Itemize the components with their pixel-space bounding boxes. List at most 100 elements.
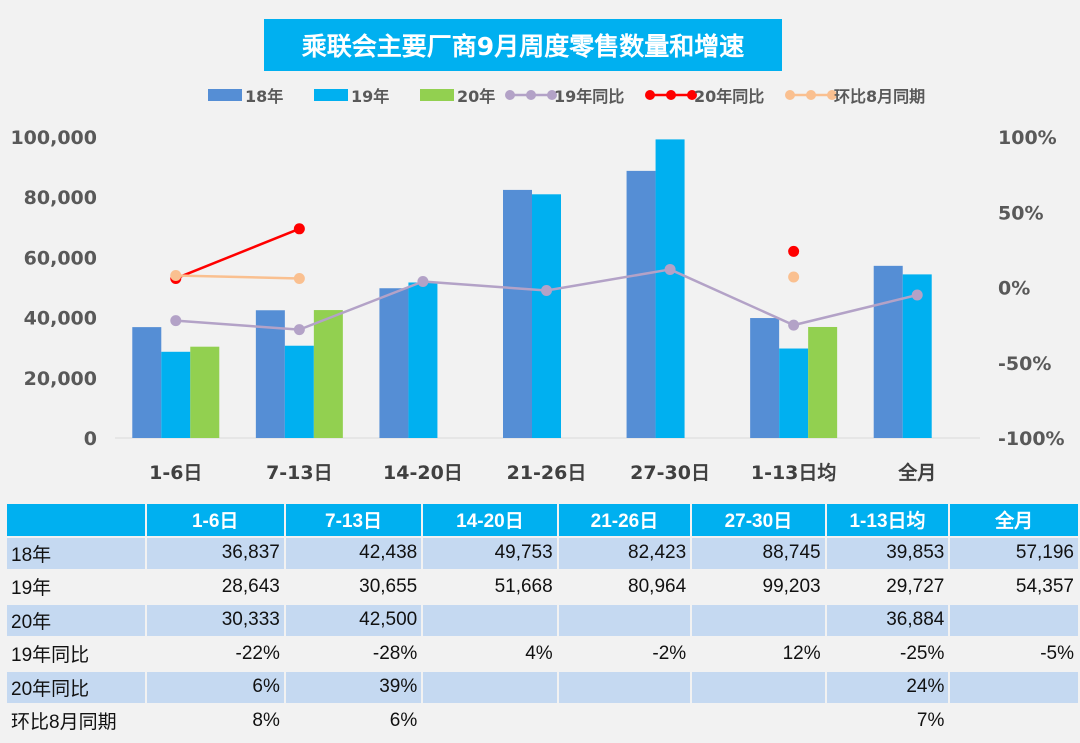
point-环比8月同期: [170, 269, 182, 281]
legend-marker: [645, 90, 655, 100]
table-cell: [950, 604, 1078, 636]
bar-19年: [161, 351, 191, 438]
point-19年同比: [293, 324, 305, 336]
table-cell: -2%: [558, 638, 691, 670]
column-header: 14-20日: [423, 504, 557, 536]
table-row: 19年同比 -22% -28% 4% -2% 12% -25% -5%: [7, 638, 1078, 670]
y-left-tick-label: 40,000: [24, 308, 97, 330]
x-tick-label: 1-13日均: [751, 461, 837, 484]
table-cell: 57,196: [950, 537, 1078, 569]
row-label: 20年: [7, 604, 145, 636]
table-cell: [558, 705, 691, 737]
table-cell: -22%: [146, 638, 284, 670]
row-label: 19年: [7, 571, 145, 603]
x-tick-label: 全月: [897, 461, 936, 484]
table-cell: 42,500: [285, 604, 422, 636]
y-left-tick-label: 0: [84, 428, 97, 450]
x-tick-label: 27-30日: [630, 462, 710, 484]
bar-19年: [902, 274, 932, 438]
data-table: 1-6日 7-13日 14-20日 21-26日 27-30日 1-13日均 全月 18年 36…: [5, 502, 1080, 739]
line-segment-19年同比: [669, 268, 795, 327]
bar-18年: [379, 288, 409, 438]
table-cell: 8%: [146, 705, 284, 737]
table-row: 20年同比 6% 39% 24%: [7, 671, 1078, 703]
x-tick-label: 7-13日: [266, 462, 333, 484]
row-label: 环比8月同期: [7, 705, 145, 737]
bar-19年: [408, 282, 438, 438]
y-left-tick-label: 80,000: [24, 187, 97, 209]
column-header: [7, 504, 145, 536]
x-tick-label: 21-26日: [507, 462, 587, 484]
line-segment-环比8月同期: [175, 274, 300, 280]
point-19年同比: [417, 275, 429, 287]
column-header: 27-30日: [692, 504, 825, 536]
table-row: 环比8月同期 8% 6% 7%: [7, 705, 1078, 737]
point-19年同比: [664, 263, 676, 275]
chart-title: 乘联会主要厂商9月周度零售数量和增速: [264, 19, 782, 71]
table-cell: 6%: [146, 671, 284, 703]
y-left-tick-label: 20,000: [24, 368, 97, 390]
line-segment-19年同比: [175, 319, 300, 331]
table-cell: [558, 604, 691, 636]
point-19年同比: [541, 285, 552, 297]
bar-18年: [873, 265, 903, 438]
table-cell: 39,853: [826, 537, 949, 569]
table-cell: 36,837: [146, 537, 284, 569]
legend-swatch: [420, 89, 454, 101]
table-cell: 7%: [826, 705, 949, 737]
line-segment-19年同比: [298, 280, 424, 331]
column-header: 7-13日: [285, 504, 422, 536]
legend-marker: [806, 90, 816, 100]
table-cell: [423, 604, 557, 636]
point-20年同比: [293, 223, 305, 235]
legend-label: 环比8月同期: [834, 87, 925, 106]
legend-marker: [827, 90, 837, 100]
line-segment-19年同比: [422, 280, 547, 292]
point-19年同比: [788, 319, 800, 331]
y-left-tick-label: 100,000: [10, 127, 97, 149]
y-left-tick-label: 60,000: [24, 247, 97, 269]
legend-label: 20年同比: [694, 87, 764, 106]
legend-label: 18年: [245, 87, 283, 106]
y-right-tick-label: -50%: [998, 353, 1051, 375]
table-cell: 29,727: [826, 571, 949, 603]
table-cell: 49,753: [423, 537, 557, 569]
legend-label: 20年: [457, 87, 495, 106]
bar-20年: [313, 310, 343, 438]
table-cell: [950, 705, 1078, 737]
row-label: 20年同比: [7, 671, 145, 703]
table-cell: 36,884: [826, 604, 949, 636]
table-cell: 39%: [285, 671, 422, 703]
table-row: 19年 28,643 30,655 51,668 80,964 99,203 29,727 5…: [7, 571, 1078, 603]
y-right-tick-label: 100%: [998, 127, 1057, 149]
table-cell: [692, 604, 825, 636]
table-cell: 42,438: [285, 537, 422, 569]
bar-20年: [190, 346, 220, 438]
point-环比8月同期: [293, 272, 305, 284]
combo-chart: 0 20,000 40,000 60,000 80,000 100,000 -100% -50…: [10, 87, 1065, 484]
bar-18年: [503, 189, 532, 438]
legend-marker: [526, 90, 536, 100]
bar-19年: [532, 194, 561, 438]
line-segment-19年同比: [793, 293, 918, 327]
row-label: 19年同比: [7, 638, 145, 670]
column-header: 1-13日均: [826, 504, 949, 536]
column-header: 全月: [950, 504, 1078, 536]
table-cell: 30,333: [146, 604, 284, 636]
table-cell: 28,643: [146, 571, 284, 603]
bar-19年: [284, 345, 314, 438]
bar-18年: [626, 170, 656, 438]
bar-19年: [779, 348, 809, 438]
point-20年同比: [788, 245, 800, 257]
table-cell: -25%: [826, 638, 949, 670]
bar-19年: [655, 139, 685, 438]
y-right-tick-label: 50%: [998, 202, 1043, 224]
legend-swatch: [208, 89, 242, 101]
table-cell: [950, 671, 1078, 703]
table-header-row: 1-6日 7-13日 14-20日 21-26日 27-30日 1-13日均 全月: [7, 504, 1078, 536]
y-right-tick-label: -100%: [998, 428, 1065, 450]
x-tick-label: 14-20日: [383, 462, 463, 484]
point-19年同比: [170, 315, 182, 327]
table-cell: 80,964: [558, 571, 691, 603]
